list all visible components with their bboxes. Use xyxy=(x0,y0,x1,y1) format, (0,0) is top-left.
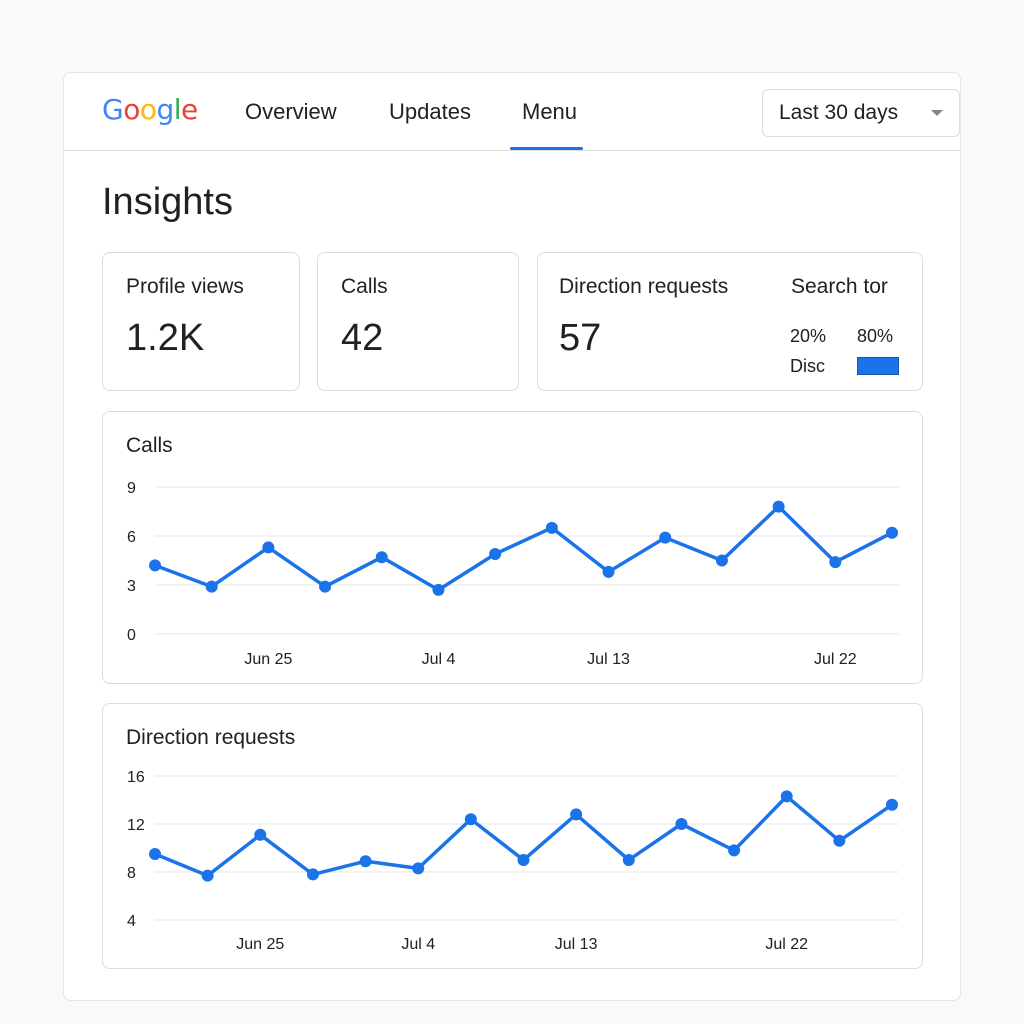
stat-card-calls: Calls 42 xyxy=(317,252,519,391)
y-tick-label: 8 xyxy=(127,865,136,882)
data-point xyxy=(659,531,672,544)
caret-down-icon xyxy=(931,110,943,116)
x-tick-label: Jul 13 xyxy=(587,651,630,668)
data-point xyxy=(728,844,741,857)
data-point xyxy=(306,868,319,881)
x-tick-label: Jul 22 xyxy=(814,651,857,668)
data-point xyxy=(517,854,530,866)
logo-letter: e xyxy=(181,93,198,126)
logo-letter: o xyxy=(123,93,140,126)
data-point xyxy=(545,521,558,534)
right-percent: 80% xyxy=(857,326,894,346)
data-point xyxy=(886,526,898,539)
y-tick-label: 0 xyxy=(127,627,136,644)
logo-letter: o xyxy=(139,93,157,126)
date-range-select[interactable]: Last 30 days xyxy=(762,89,960,137)
y-tick-label: 4 xyxy=(127,913,136,930)
chart-title: Direction requests xyxy=(126,726,296,749)
data-point xyxy=(464,813,477,826)
x-tick-label: Jun 25 xyxy=(244,651,292,668)
tab-overview[interactable]: Overview xyxy=(245,99,337,124)
data-point xyxy=(254,828,267,841)
y-tick-label: 12 xyxy=(127,817,145,834)
chart-title: Calls xyxy=(126,434,173,457)
y-tick-label: 9 xyxy=(127,480,136,497)
data-point xyxy=(886,798,898,811)
data-point xyxy=(262,541,275,554)
stat-value: 1.2K xyxy=(126,317,205,359)
stat-label: Calls xyxy=(341,275,388,298)
data-point xyxy=(319,580,332,593)
data-point xyxy=(622,854,635,866)
data-point xyxy=(833,834,846,847)
data-point xyxy=(359,855,372,868)
data-point xyxy=(675,818,688,830)
calls-line-chart: 0 3 6 9 Jun 25 Jul 4 Jul 13 Jul 22 xyxy=(127,480,899,668)
search-share-swatch xyxy=(857,357,899,375)
x-tick-label: Jul 4 xyxy=(422,651,456,668)
data-point xyxy=(201,869,214,882)
stat-value: 42 xyxy=(341,317,384,359)
x-tick-label: Jul 4 xyxy=(401,936,435,953)
series-line xyxy=(154,504,893,592)
x-tick-label: Jul 22 xyxy=(765,936,808,953)
direction-chart-card: Direction requests 4 8 12 16 Jun 25 Jul 4 Jul … xyxy=(102,703,923,969)
direction-line-chart: 4 8 12 16 Jun 25 Jul 4 Jul 13 Jul 22 xyxy=(127,769,899,953)
y-tick-label: 3 xyxy=(127,578,136,595)
logo-letter: g xyxy=(156,93,174,126)
stat-card-direction-search: Direction requests 57 Search tor 20% 80%… xyxy=(537,252,923,391)
date-range-value: Last 30 days xyxy=(779,101,899,124)
y-tick-label: 16 xyxy=(127,769,145,786)
insights-panel: Google Overview Updates Menu Last 30 day… xyxy=(63,72,961,1001)
tab-menu[interactable]: Menu xyxy=(509,99,584,150)
stat-label: Profile views xyxy=(126,275,244,298)
left-segment-label: Disc xyxy=(790,356,825,376)
data-point xyxy=(829,556,842,569)
logo-letter: l xyxy=(173,93,182,126)
left-percent: 20% xyxy=(790,326,827,346)
data-point xyxy=(570,808,583,821)
data-point xyxy=(412,862,425,875)
data-point xyxy=(149,559,161,572)
tab-updates[interactable]: Updates xyxy=(389,99,471,124)
stat-value: 57 xyxy=(559,317,602,359)
data-point xyxy=(489,547,502,560)
x-tick-label: Jun 25 xyxy=(236,936,284,953)
data-point xyxy=(772,500,785,513)
google-logo: Google xyxy=(102,93,198,126)
top-bar: Google Overview Updates Menu Last 30 day… xyxy=(64,73,960,151)
stat-label: Direction requests xyxy=(559,275,729,298)
calls-chart-card: Calls 0 3 6 9 Jun 25 Jul 4 Jul 13 Jul 22 xyxy=(102,411,923,684)
logo-letter: G xyxy=(102,93,124,126)
data-point xyxy=(715,554,728,567)
data-point xyxy=(149,848,161,860)
stat-card-profile-views: Profile views 1.2K xyxy=(102,252,300,391)
data-point xyxy=(432,583,445,596)
data-point xyxy=(602,565,615,578)
x-tick-label: Jul 13 xyxy=(555,936,598,953)
data-point xyxy=(205,580,218,593)
page-title: Insights xyxy=(102,181,233,223)
data-point xyxy=(780,790,793,803)
search-label: Search tor xyxy=(791,275,888,298)
data-point xyxy=(375,551,388,564)
y-tick-label: 6 xyxy=(127,529,136,546)
